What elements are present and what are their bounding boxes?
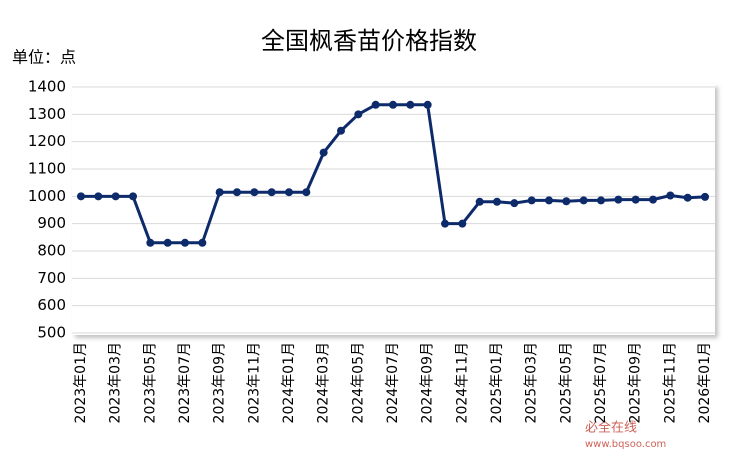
y-tick-label: 1300 — [28, 105, 66, 123]
point — [215, 188, 224, 197]
point — [475, 197, 484, 206]
point — [111, 192, 120, 201]
point — [389, 100, 397, 109]
x-tick-label: 2023年05月 — [142, 342, 158, 423]
x-tick-label: 2025年07月 — [593, 342, 609, 423]
point — [233, 188, 241, 197]
x-tick-label: 2025年03月 — [524, 342, 540, 423]
x-tick-label: 2024年09月 — [420, 342, 436, 423]
point — [545, 196, 553, 205]
point — [579, 196, 588, 205]
y-tick-label: 1400 — [28, 78, 66, 96]
point — [354, 110, 363, 119]
point — [94, 192, 103, 201]
y-tick-label: 700 — [37, 269, 66, 287]
point — [302, 188, 311, 197]
x-tick-label: 2025年01月 — [489, 342, 505, 423]
point — [406, 100, 415, 109]
point — [510, 199, 519, 208]
y-tick-label: 900 — [37, 214, 66, 232]
y-tick-label: 500 — [37, 324, 66, 342]
y-tick-label: 800 — [37, 242, 66, 260]
point — [163, 238, 172, 247]
point — [250, 188, 259, 197]
x-tick-label: 2023年09月 — [212, 342, 228, 423]
point — [337, 126, 345, 135]
point — [649, 195, 657, 204]
point — [319, 148, 328, 157]
point — [441, 219, 449, 228]
x-tick-label: 2025年11月 — [662, 342, 678, 423]
x-tick-label: 2026年01月 — [697, 342, 713, 423]
point — [527, 196, 536, 205]
y-tick-label: 600 — [37, 296, 66, 314]
y-tick-label: 1000 — [28, 187, 66, 205]
point — [631, 195, 640, 204]
x-tick-label: 2023年11月 — [246, 342, 262, 423]
point — [597, 196, 605, 205]
x-tick-label: 2025年09月 — [628, 342, 644, 423]
x-tick-label: 2024年07月 — [385, 342, 401, 423]
point — [146, 238, 155, 247]
point — [198, 238, 207, 247]
point — [614, 195, 623, 204]
watermark: 必全在线 — [585, 420, 637, 436]
chart-title: 全国枫香苗价格指数 — [261, 27, 477, 55]
y-tick-label: 1200 — [28, 132, 66, 150]
point — [285, 188, 293, 197]
point — [683, 193, 692, 202]
point — [181, 238, 189, 247]
y-tick-label: 1100 — [28, 160, 66, 178]
x-tick-label: 2023年01月 — [73, 342, 89, 423]
point — [562, 197, 571, 206]
point — [493, 197, 501, 206]
point — [701, 192, 709, 201]
y-axis-label: 单位：点 — [12, 48, 76, 67]
point — [371, 100, 380, 109]
point — [267, 188, 276, 197]
point — [423, 100, 432, 109]
x-tick-label: 2024年01月 — [281, 342, 297, 423]
x-tick-label: 2023年07月 — [177, 342, 193, 423]
point — [666, 191, 675, 200]
watermark: www.bqsoo.com — [585, 439, 666, 450]
x-tick-label: 2024年05月 — [350, 342, 366, 423]
point — [129, 192, 137, 201]
plot-area — [72, 84, 715, 335]
x-tick-label: 2024年11月 — [454, 342, 470, 423]
point — [458, 219, 467, 228]
x-tick-label: 2025年05月 — [558, 342, 574, 423]
x-tick-label: 2023年03月 — [108, 342, 124, 423]
x-tick-label: 2024年03月 — [316, 342, 332, 423]
point — [77, 192, 85, 201]
